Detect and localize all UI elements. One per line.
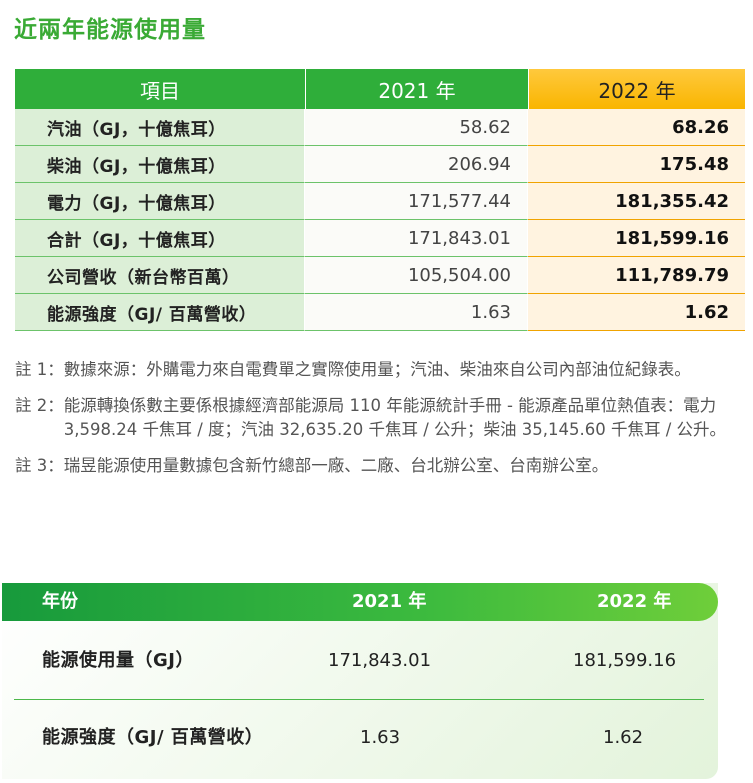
row-value-2022: 111,789.79: [528, 257, 745, 294]
row-value-2022: 1.62: [528, 294, 745, 331]
summary-value-2021: 1.63: [360, 727, 401, 748]
row-label: 合計（GJ，十億焦耳）: [15, 220, 305, 257]
energy-usage-table: 項目 2021 年 2022 年 汽油（GJ，十億焦耳） 58.62 68.26…: [15, 69, 745, 331]
page-title: 近兩年能源使用量: [14, 17, 206, 43]
table-row: 汽油（GJ，十億焦耳） 58.62 68.26: [15, 109, 745, 146]
row-label: 能源強度（GJ/ 百萬營收）: [15, 294, 305, 331]
summary-header-row: 年份 2021 年 2022 年: [2, 583, 718, 621]
summary-header-year: 年份: [42, 591, 78, 612]
summary-row-label: 能源使用量（GJ）: [42, 650, 194, 671]
table-header-row: 項目 2021 年 2022 年: [15, 69, 745, 109]
table-row: 電力（GJ，十億焦耳） 171,577.44 181,355.42: [15, 183, 745, 220]
row-label: 電力（GJ，十億焦耳）: [15, 183, 305, 220]
table-row: 公司營收（新台幣百萬） 105,504.00 111,789.79: [15, 257, 745, 294]
row-label: 公司營收（新台幣百萬）: [15, 257, 305, 294]
row-value-2021: 206.94: [305, 146, 528, 183]
footnote-label: 註 2：: [15, 396, 64, 415]
row-value-2021: 171,577.44: [305, 183, 528, 220]
row-value-2021: 105,504.00: [305, 257, 528, 294]
footnote: 註 1： 數據來源：外購電力來自電費單之實際使用量；汽油、柴油來自公司內部油位紀…: [15, 358, 740, 382]
row-label: 汽油（GJ，十億焦耳）: [15, 109, 305, 146]
header-item: 項目: [15, 69, 305, 109]
table-row: 柴油（GJ，十億焦耳） 206.94 175.48: [15, 146, 745, 183]
header-2022: 2022 年: [528, 69, 745, 109]
header-2021: 2021 年: [305, 69, 528, 109]
summary-value-2021: 171,843.01: [328, 650, 432, 671]
table-row: 合計（GJ，十億焦耳） 171,843.01 181,599.16: [15, 220, 745, 257]
table-row: 能源強度（GJ/ 百萬營收） 1.63 1.62: [15, 294, 745, 331]
summary-header-2022: 2022 年: [597, 591, 672, 612]
row-value-2021: 1.63: [305, 294, 528, 331]
table-row: 能源強度（GJ/ 百萬營收） 1.63 1.62: [2, 700, 718, 776]
footnote-text: 瑞昱能源使用量數據包含新竹總部一廠、二廠、台北辦公室、台南辦公室。: [63, 456, 609, 475]
table-row: 能源使用量（GJ） 171,843.01 181,599.16: [2, 623, 718, 699]
row-value-2021: 58.62: [305, 109, 528, 146]
footnote: 註 3： 瑞昱能源使用量數據包含新竹總部一廠、二廠、台北辦公室、台南辦公室。: [15, 454, 740, 478]
row-value-2022: 181,355.42: [528, 183, 745, 220]
summary-row-label: 能源強度（GJ/ 百萬營收）: [42, 727, 264, 748]
footnote-text: 能源轉換係數主要係根據經濟部能源局 110 年能源統計手冊 - 能源產品單位熱值…: [63, 396, 727, 439]
summary-header-2021: 2021 年: [352, 591, 427, 612]
row-label: 柴油（GJ，十億焦耳）: [15, 146, 305, 183]
energy-summary-table: 年份 2021 年 2022 年 能源使用量（GJ） 171,843.01 18…: [2, 583, 718, 779]
footnote: 註 2： 能源轉換係數主要係根據經濟部能源局 110 年能源統計手冊 - 能源產…: [15, 394, 740, 442]
footnotes: 註 1： 數據來源：外購電力來自電費單之實際使用量；汽油、柴油來自公司內部油位紀…: [15, 358, 740, 490]
row-value-2022: 181,599.16: [528, 220, 745, 257]
summary-value-2022: 1.62: [603, 727, 644, 748]
summary-divider: [14, 699, 704, 700]
summary-value-2022: 181,599.16: [573, 650, 677, 671]
row-value-2022: 175.48: [528, 146, 745, 183]
row-value-2022: 68.26: [528, 109, 745, 146]
footnote-text: 數據來源：外購電力來自電費單之實際使用量；汽油、柴油來自公司內部油位紀錄表。: [63, 360, 691, 379]
footnote-label: 註 3：: [15, 456, 64, 475]
row-value-2021: 171,843.01: [305, 220, 528, 257]
footnote-label: 註 1：: [15, 360, 64, 379]
